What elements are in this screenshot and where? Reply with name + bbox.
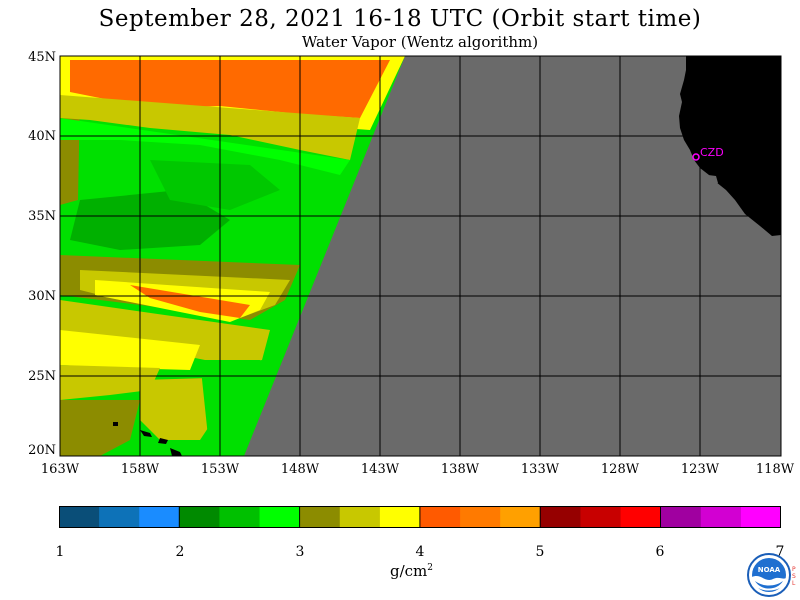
- lon-label-148w: 148W: [280, 462, 320, 477]
- plot-frame: [59, 55, 782, 457]
- colorbar-swatch: [580, 506, 622, 528]
- noaa-logo-text: NOAA: [758, 566, 781, 574]
- colorbar-label-6: 6: [655, 544, 665, 560]
- colorbar-swatch: [460, 506, 501, 528]
- lon-label-163w: 163W: [40, 462, 80, 477]
- satellite-swath: [60, 56, 405, 456]
- colorbar-swatch: [259, 506, 301, 528]
- lon-label-158w: 158W: [120, 462, 160, 477]
- lon-label-138w: 138W: [440, 462, 480, 477]
- psl-letter-l: L: [792, 580, 796, 587]
- colorbar-swatch: [299, 506, 341, 528]
- grid-lines: [60, 56, 781, 456]
- colorbar-label-7: 7: [775, 544, 785, 560]
- lat-label-35n: 35N: [28, 209, 56, 224]
- psl-letter-p: P: [792, 566, 796, 573]
- water-vapor-map: CZD: [59, 55, 782, 457]
- units-text: g/cm: [390, 562, 428, 580]
- colorbar-swatch: [540, 506, 581, 528]
- map-subtitle: Water Vapor (Wentz algorithm): [301, 33, 539, 51]
- colorbar-swatch: [179, 506, 220, 528]
- colorbar-units: g/cm2: [390, 562, 433, 580]
- colorbar-swatch: [420, 506, 461, 528]
- colorbar-swatch: [339, 506, 381, 528]
- colorbar-label-3: 3: [295, 544, 305, 560]
- lat-label-40n: 40N: [28, 129, 56, 144]
- noaa-logo: NOAA: [747, 553, 791, 597]
- colorbar: [59, 506, 781, 528]
- psl-letter-s: S: [792, 573, 796, 580]
- lat-label-45n: 45N: [28, 50, 56, 65]
- map-title: September 28, 2021 16-18 UTC (Orbit star…: [98, 6, 702, 32]
- colorbar-swatch: [139, 506, 180, 528]
- colorbar-swatch: [700, 506, 742, 528]
- lat-label-20n: 20N: [28, 443, 56, 458]
- lon-label-143w: 143W: [360, 462, 400, 477]
- units-superscript: 2: [427, 563, 434, 573]
- station-marker-icon: [692, 153, 700, 161]
- lon-label-133w: 133W: [520, 462, 560, 477]
- colorbar-label-1: 1: [55, 544, 65, 560]
- colorbar-swatch: [59, 506, 100, 528]
- lat-label-25n: 25N: [28, 369, 56, 384]
- land-mass: [679, 56, 781, 236]
- colorbar-label-4: 4: [415, 544, 425, 560]
- lon-label-153w: 153W: [200, 462, 240, 477]
- lon-label-123w: 123W: [680, 462, 720, 477]
- colorbar-swatch: [219, 506, 261, 528]
- lon-label-118w: 118W: [755, 462, 795, 477]
- colorbar-swatch: [740, 506, 781, 528]
- station-label: CZD: [700, 146, 724, 159]
- psl-mark: P S L: [792, 566, 800, 587]
- colorbar-swatch: [99, 506, 140, 528]
- lat-label-30n: 30N: [28, 289, 56, 304]
- colorbar-label-2: 2: [175, 544, 185, 560]
- colorbar-label-5: 5: [535, 544, 545, 560]
- colorbar-swatch: [620, 506, 662, 528]
- colorbar-swatch: [660, 506, 702, 528]
- colorbar-swatch: [500, 506, 541, 528]
- colorbar-swatch: [379, 506, 421, 528]
- lon-label-128w: 128W: [600, 462, 640, 477]
